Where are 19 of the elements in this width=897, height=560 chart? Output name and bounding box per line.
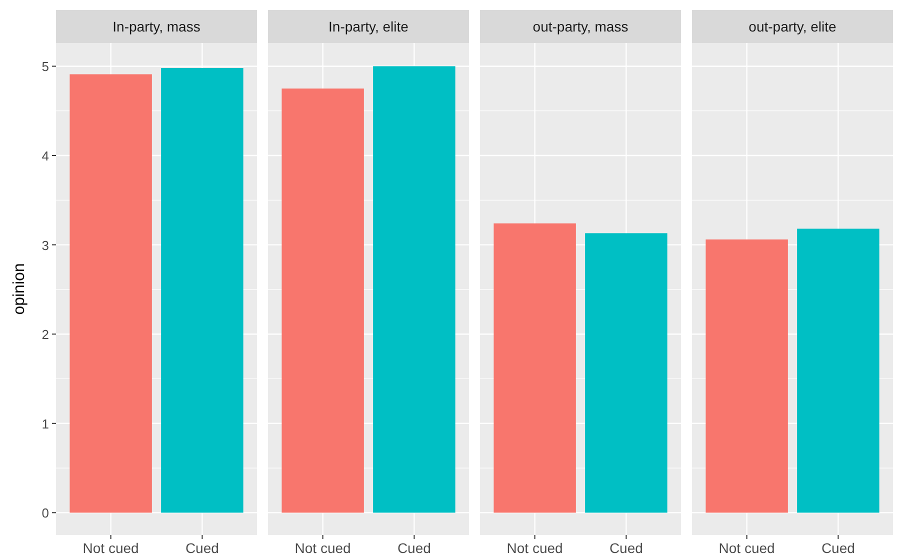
x-tick-label: Cued [609, 540, 643, 556]
y-tick-label: 0 [42, 506, 49, 521]
x-tick-label: Not cued [718, 540, 775, 556]
y-tick-label: 1 [42, 416, 49, 432]
x-tick-label: Not cued [82, 540, 139, 556]
x-tick-label: Cued [397, 540, 431, 556]
x-tick-label: Cued [821, 540, 855, 556]
y-tick-label: 5 [42, 59, 49, 74]
x-tick-label: Cued [185, 540, 219, 556]
y-tick-label: 2 [42, 327, 49, 342]
y-axis-title: opinion [11, 263, 28, 315]
y-tick-label: 3 [42, 238, 49, 253]
chart-title: In-party, mass [112, 18, 200, 34]
x-tick-label: Not cued [506, 540, 563, 556]
x-tick-label: Not cued [294, 540, 351, 556]
y-tick-label: 4 [42, 148, 49, 164]
chart-title: out-party, elite [748, 18, 837, 34]
chart-title: In-party, elite [328, 18, 409, 34]
chart-title: out-party, mass [532, 18, 628, 34]
